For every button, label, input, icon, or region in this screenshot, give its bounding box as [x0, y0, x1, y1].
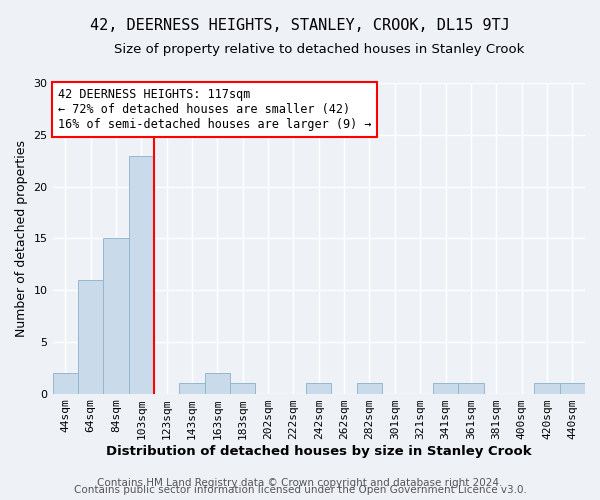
Title: Size of property relative to detached houses in Stanley Crook: Size of property relative to detached ho… [113, 42, 524, 56]
Bar [560, 383, 585, 394]
Bar [128, 156, 154, 394]
Bar [306, 383, 331, 394]
Bar [78, 280, 103, 394]
Bar [458, 383, 484, 394]
Bar [205, 373, 230, 394]
Y-axis label: Number of detached properties: Number of detached properties [15, 140, 28, 337]
Bar [103, 238, 128, 394]
X-axis label: Distribution of detached houses by size in Stanley Crook: Distribution of detached houses by size … [106, 444, 532, 458]
Bar [433, 383, 458, 394]
Bar [53, 373, 78, 394]
Bar [357, 383, 382, 394]
Text: 42 DEERNESS HEIGHTS: 117sqm
← 72% of detached houses are smaller (42)
16% of sem: 42 DEERNESS HEIGHTS: 117sqm ← 72% of det… [58, 88, 371, 130]
Text: Contains public sector information licensed under the Open Government Licence v3: Contains public sector information licen… [74, 485, 526, 495]
Bar [230, 383, 256, 394]
Bar [534, 383, 560, 394]
Text: Contains HM Land Registry data © Crown copyright and database right 2024.: Contains HM Land Registry data © Crown c… [97, 478, 503, 488]
Text: 42, DEERNESS HEIGHTS, STANLEY, CROOK, DL15 9TJ: 42, DEERNESS HEIGHTS, STANLEY, CROOK, DL… [90, 18, 510, 32]
Bar [179, 383, 205, 394]
